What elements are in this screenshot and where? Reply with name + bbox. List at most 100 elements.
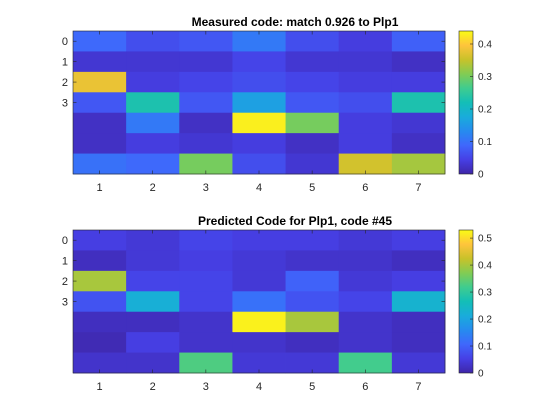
heatmap-cell	[232, 270, 286, 292]
chart-title: Measured code: match 0.926 to Plp1	[192, 15, 399, 29]
y-tick-label: 0	[62, 36, 68, 48]
heatmap-cell	[179, 270, 233, 292]
heatmap-cell	[179, 311, 233, 333]
y-tick-label: 2	[62, 77, 68, 89]
x-tick-label: 1	[97, 381, 103, 393]
heatmap-cell	[179, 332, 233, 353]
heatmap-cell	[126, 51, 180, 73]
heatmap-cell	[338, 250, 393, 272]
x-tick-label: 6	[362, 381, 368, 393]
heatmap-cell	[285, 311, 340, 333]
y-tick-label: 3	[62, 297, 68, 309]
colorbar: 0 0.1 0.2 0.3 0.4	[458, 30, 492, 181]
heatmap-cell	[285, 332, 340, 353]
x-tick-label: 4	[256, 182, 262, 194]
colorbar-gradient	[459, 230, 473, 373]
colorbar-tick-label: 0.1	[478, 342, 492, 353]
heatmap-cell	[391, 112, 446, 134]
heatmap-cell	[126, 230, 180, 251]
x-tick-label: 2	[150, 182, 156, 194]
heatmap-cell	[73, 332, 127, 353]
x-axis-ticks: 1 2 3 4 5 6 7	[97, 230, 421, 393]
heatmap-cell	[126, 31, 180, 52]
heatmap-cell	[232, 250, 286, 272]
heatmap-cell	[338, 291, 393, 313]
heatmap-cell	[73, 92, 127, 114]
x-tick-label: 1	[97, 182, 103, 194]
colorbar-tick-label: 0.2	[478, 105, 492, 116]
heatmap-cell	[391, 352, 446, 374]
heatmap-cell	[391, 311, 446, 333]
heatmap-cell	[285, 112, 340, 134]
heatmap-cell	[73, 291, 127, 313]
colorbar-tick-label: 0.5	[478, 234, 492, 245]
heatmap-cell	[126, 112, 180, 134]
colorbar-frame	[458, 30, 474, 175]
x-tick-label: 5	[309, 182, 315, 194]
heatmap-cell	[232, 31, 286, 52]
heatmap-cell	[179, 153, 233, 175]
heatmap-cell	[232, 332, 286, 353]
colorbar-tick-label: 0.4	[478, 40, 492, 51]
heatmap-cell	[285, 230, 340, 251]
y-tick-label: 2	[62, 276, 68, 288]
heatmap-cell	[73, 311, 127, 333]
heatmap-cell	[391, 332, 446, 353]
heatmap-cell	[232, 153, 286, 175]
heatmap-cell	[338, 153, 393, 175]
x-tick-label: 5	[309, 381, 315, 393]
heatmap-cell	[391, 250, 446, 272]
y-tick-label: 1	[62, 57, 68, 69]
heatmap-cell	[232, 92, 286, 114]
heatmap-cell	[285, 153, 340, 175]
heatmap-cell	[391, 71, 446, 93]
heatmap-cell	[126, 332, 180, 353]
heatmap-cells	[73, 230, 446, 374]
heatmap-cell	[126, 250, 180, 272]
colorbar-tick-label: 0.2	[478, 315, 492, 326]
heatmap-cell	[73, 352, 127, 374]
heatmap-cell	[391, 92, 446, 114]
heatmap-cell	[338, 352, 393, 374]
heatmap-cell	[179, 31, 233, 52]
colorbar-tick-label: 0.4	[478, 261, 492, 272]
colorbar-tick-label: 0.3	[478, 288, 492, 299]
heatmap-cell	[285, 291, 340, 313]
y-tick-label: 3	[62, 98, 68, 110]
heatmap-cell	[338, 31, 393, 52]
heatmap-cell	[338, 71, 393, 93]
heatmap-cell	[179, 250, 233, 272]
heatmap-cell	[285, 51, 340, 73]
heatmap-cell	[126, 311, 180, 333]
colorbar-tick-label: 0.3	[478, 72, 492, 83]
heatmap-cell	[126, 133, 180, 154]
heatmap-cell	[73, 133, 127, 154]
x-tick-label: 6	[362, 182, 368, 194]
heatmap-cell	[126, 71, 180, 93]
heatmap-cell	[126, 92, 180, 114]
colorbar-tick-label: 0	[478, 170, 484, 181]
heatmap-cell	[73, 31, 127, 52]
heatmap-cell	[232, 133, 286, 154]
y-axis-ticks: 0 1 2 3	[62, 36, 445, 110]
colorbar-frame	[458, 229, 474, 374]
heatmap-cell	[338, 311, 393, 333]
heatmap-cell	[232, 230, 286, 251]
heatmap-cell	[232, 51, 286, 73]
heatmap-cell	[73, 230, 127, 251]
heatmap-cell	[338, 51, 393, 73]
heatmap-cell	[179, 51, 233, 73]
y-axis-ticks: 0 1 2 3	[62, 235, 445, 309]
heatmap-cell	[338, 92, 393, 114]
heatmap-cell	[285, 270, 340, 292]
heatmap-cell	[391, 153, 446, 175]
heatmap-cell	[179, 71, 233, 93]
heatmap-cell	[126, 291, 180, 313]
heatmap-cell	[338, 133, 393, 154]
colorbar-tick-label: 0	[478, 369, 484, 380]
y-tick-label: 1	[62, 256, 68, 268]
y-tick-label: 0	[62, 235, 68, 247]
x-tick-label: 4	[256, 381, 262, 393]
heatmap-cell	[179, 112, 233, 134]
